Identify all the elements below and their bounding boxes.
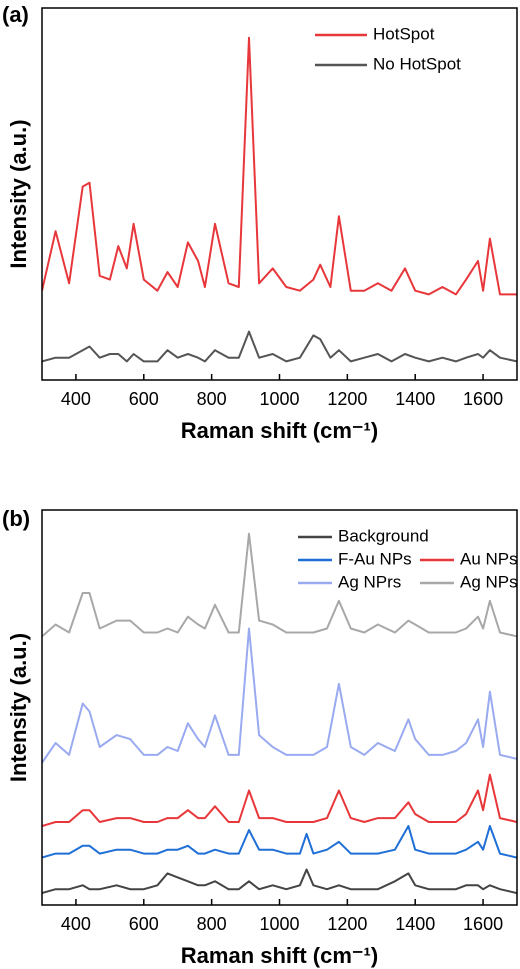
- panel-label: (a): [2, 2, 29, 27]
- x-tick-label: 1200: [327, 389, 367, 409]
- plot-frame: [41, 509, 518, 906]
- legend-label: Background: [338, 526, 429, 545]
- x-axis-title: Raman shift (cm⁻¹): [181, 943, 378, 968]
- x-tick-label: 400: [61, 389, 91, 409]
- spectrum-line: [42, 330, 517, 363]
- x-tick-label: 1400: [395, 914, 435, 934]
- panel-label: (b): [2, 506, 30, 531]
- legend-label: HotSpot: [373, 24, 435, 43]
- x-tick-label: 800: [197, 389, 227, 409]
- x-tick-label: 400: [61, 914, 91, 934]
- x-tick-label: 800: [197, 914, 227, 934]
- x-axis-title: Raman shift (cm⁻¹): [181, 418, 378, 443]
- spectrum-line: [42, 868, 517, 895]
- x-tick-label: 1000: [259, 914, 299, 934]
- x-tick-label: 1600: [463, 914, 503, 934]
- x-tick-label: 1000: [259, 389, 299, 409]
- y-axis-title: Intensity (a.u.): [6, 633, 31, 782]
- legend-label: No HotSpot: [373, 54, 461, 73]
- x-tick-label: 600: [129, 389, 159, 409]
- spectrum-line: [42, 773, 517, 827]
- legend-label: F-Au NPs: [338, 549, 412, 568]
- spectrum-line: [42, 627, 517, 764]
- legend-label: Ag NPrs: [338, 572, 401, 591]
- x-tick-label: 600: [129, 914, 159, 934]
- x-tick-label: 1400: [395, 389, 435, 409]
- x-tick-label: 1600: [463, 389, 503, 409]
- y-axis-title: Intensity (a.u.): [6, 119, 31, 268]
- x-tick-label: 1200: [327, 914, 367, 934]
- spectrum-line: [42, 825, 517, 859]
- spectrum-line: [42, 532, 517, 638]
- legend-label: Au NPs: [460, 549, 518, 568]
- spectrum-line: [42, 36, 517, 296]
- legend-label: Ag NPs: [460, 572, 518, 591]
